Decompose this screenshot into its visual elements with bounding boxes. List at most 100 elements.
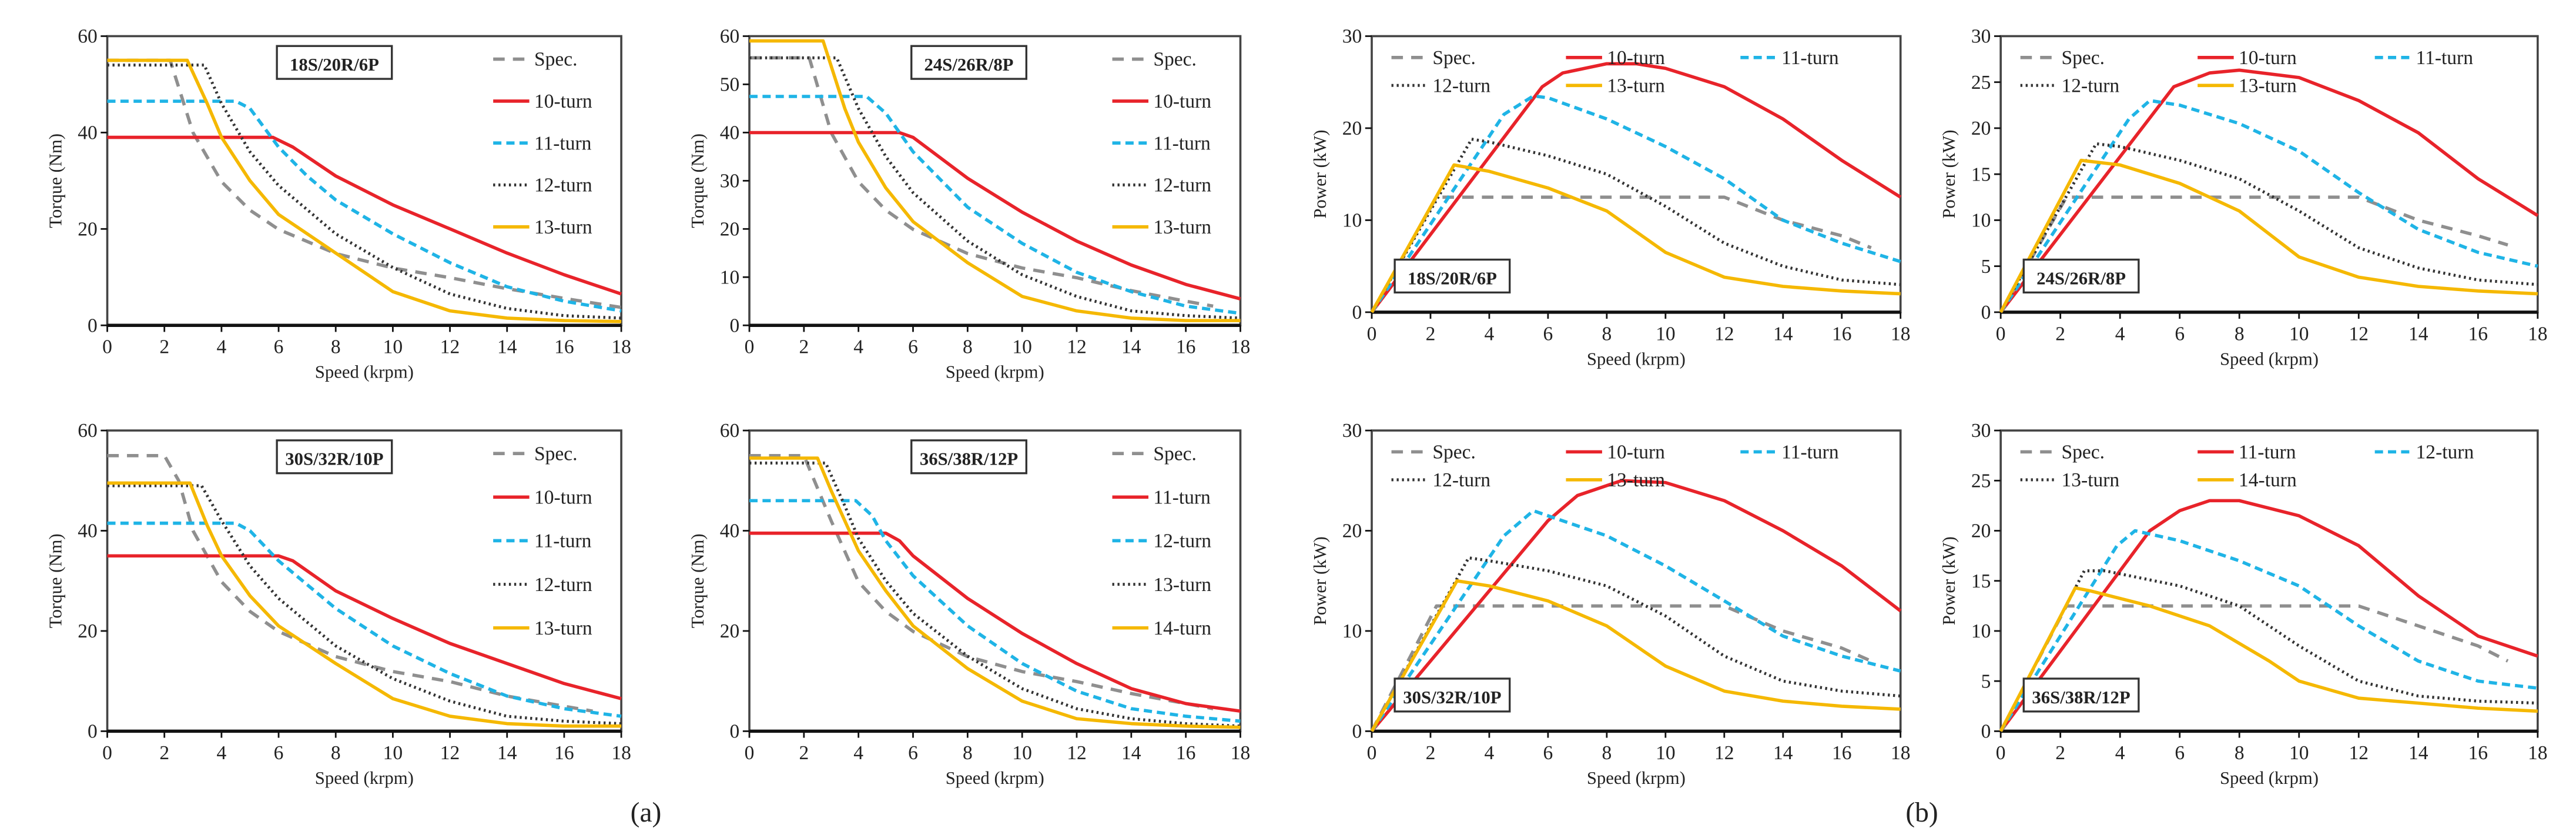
x-tick-label: 8 <box>963 336 973 358</box>
y-tick-label: 40 <box>720 122 740 144</box>
config-label: 24S/26R/8P <box>2036 268 2126 288</box>
y-axis-label: Torque (Nm) <box>688 533 708 628</box>
x-tick-label: 0 <box>745 742 755 764</box>
y-tick-label: 0 <box>1981 721 1991 743</box>
x-tick-label: 12 <box>2349 323 2369 345</box>
y-tick-label: 5 <box>1981 670 1991 692</box>
x-tick-label: 6 <box>274 336 284 358</box>
y-tick-label: 20 <box>1971 118 1991 139</box>
legend-label: 10-turn <box>1153 91 1211 112</box>
config-label-box <box>1393 258 1511 294</box>
y-tick-label: 10 <box>1342 210 1362 232</box>
legend-label: 14-turn <box>2239 469 2297 491</box>
legend-label: 13-turn <box>2062 469 2120 491</box>
x-tick-label: 6 <box>908 742 918 764</box>
x-tick-label: 4 <box>853 742 863 764</box>
chart-t1: 0 2 4 6 8 10 12 14 16 18 0 20 40 60 Speed (krpm) Torque… <box>45 26 631 382</box>
x-tick-label: 14 <box>2408 742 2428 764</box>
y-tick-label: 5 <box>1981 256 1991 278</box>
legend-label: Spec. <box>1432 47 1476 69</box>
legend-label: 12-turn <box>2416 442 2474 463</box>
config-label-box <box>2022 677 2140 713</box>
series-line-12-turn <box>107 64 622 320</box>
y-tick-label: 30 <box>720 171 740 192</box>
x-tick-label: 18 <box>1231 336 1251 358</box>
series-line-12-turn <box>1999 529 2538 732</box>
legend-label: 13-turn <box>1153 216 1211 238</box>
y-tick-label: 0 <box>729 315 739 336</box>
x-tick-label: 12 <box>1067 742 1087 764</box>
x-tick-label: 14 <box>2408 323 2428 345</box>
series-line-11-turn <box>1999 499 2538 733</box>
legend-label: 11-turn <box>1781 47 1839 69</box>
x-tick-label: 10 <box>383 336 403 358</box>
y-tick-label: 30 <box>1342 26 1362 48</box>
plot-frame <box>748 35 1242 327</box>
y-tick-label: 15 <box>1971 570 1991 592</box>
x-tick-label: 6 <box>2175 742 2185 764</box>
y-tick-label: 25 <box>1971 470 1991 492</box>
legend-label: 13-turn <box>1607 75 1665 96</box>
legend-label: 12-turn <box>1153 530 1211 552</box>
series-line-10-turn <box>1370 479 1902 733</box>
y-axis-label: Power (kW) <box>1310 130 1330 219</box>
x-tick-label: 16 <box>1176 742 1196 764</box>
x-tick-label: 10 <box>383 742 403 764</box>
y-tick-label: 30 <box>1971 420 1991 442</box>
y-tick-label: 10 <box>1342 620 1362 642</box>
y-tick-label: 20 <box>1342 118 1362 139</box>
x-tick-label: 10 <box>2289 742 2309 764</box>
y-axis-label: Torque (Nm) <box>45 133 65 228</box>
x-tick-label: 0 <box>1996 323 2006 345</box>
series-line-13-turn <box>1999 569 2538 732</box>
x-tick-label: 2 <box>159 336 169 358</box>
legend-label: 11-turn <box>1153 132 1211 154</box>
chart-p1: 0 2 4 6 8 10 12 14 16 18 0 10 20 30 Speed (krpm) Power … <box>1310 26 1911 369</box>
x-tick-label: 6 <box>908 336 918 358</box>
x-tick-label: 14 <box>497 742 517 764</box>
x-tick-label: 14 <box>497 336 517 358</box>
y-tick-label: 60 <box>78 420 98 442</box>
y-tick-label: 0 <box>1981 302 1991 323</box>
x-tick-label: 0 <box>1367 323 1377 345</box>
x-tick-label: 8 <box>331 742 341 764</box>
x-tick-label: 0 <box>1996 742 2006 764</box>
series-line-10-turn <box>749 131 1241 301</box>
x-axis-label: Speed (krpm) <box>2220 349 2319 369</box>
chart-p4: 0 2 4 6 8 10 12 14 16 18 0 5 10 15 20 25 30 Speed (krpm) P… <box>1939 420 2548 788</box>
x-tick-label: 8 <box>1602 323 1612 345</box>
plot-frame <box>106 35 622 327</box>
series-line-10-turn <box>1370 62 1902 313</box>
x-tick-label: 10 <box>1656 742 1676 764</box>
legend-label: 14-turn <box>1153 617 1211 639</box>
legend-label: 10-turn <box>2239 47 2297 69</box>
x-tick-label: 16 <box>554 742 574 764</box>
x-tick-label: 8 <box>2235 742 2245 764</box>
series-line-13-turn <box>749 39 1241 322</box>
x-tick-label: 8 <box>963 742 973 764</box>
x-tick-label: 2 <box>2055 323 2065 345</box>
chart-p3: 0 2 4 6 8 10 12 14 16 18 0 10 20 30 Speed (krpm) Power … <box>1310 420 1911 788</box>
x-tick-label: 10 <box>1656 323 1676 345</box>
series-line-11-turn <box>107 521 622 718</box>
config-label-box <box>2022 258 2140 294</box>
x-axis-label: Speed (krpm) <box>946 362 1044 382</box>
x-tick-label: 14 <box>1773 742 1793 764</box>
legend-label: 12-turn <box>534 574 592 596</box>
y-axis-label: Power (kW) <box>1310 536 1330 625</box>
config-label-box <box>276 439 393 475</box>
legend-label: 13-turn <box>534 617 592 639</box>
x-tick-label: 16 <box>1832 323 1852 345</box>
x-tick-label: 4 <box>853 336 863 358</box>
config-label: 24S/26R/8P <box>924 55 1014 75</box>
legend-label: 12-turn <box>1432 75 1490 96</box>
x-tick-label: 2 <box>1426 323 1436 345</box>
x-tick-label: 18 <box>611 336 631 358</box>
x-tick-label: 4 <box>2115 323 2125 345</box>
legend-label: 10-turn <box>534 486 592 508</box>
legend-label: 13-turn <box>2239 75 2297 96</box>
x-tick-label: 10 <box>1012 336 1032 358</box>
y-axis-label: Torque (Nm) <box>45 533 65 628</box>
x-tick-label: 10 <box>2289 323 2309 345</box>
y-tick-label: 0 <box>1352 302 1362 323</box>
